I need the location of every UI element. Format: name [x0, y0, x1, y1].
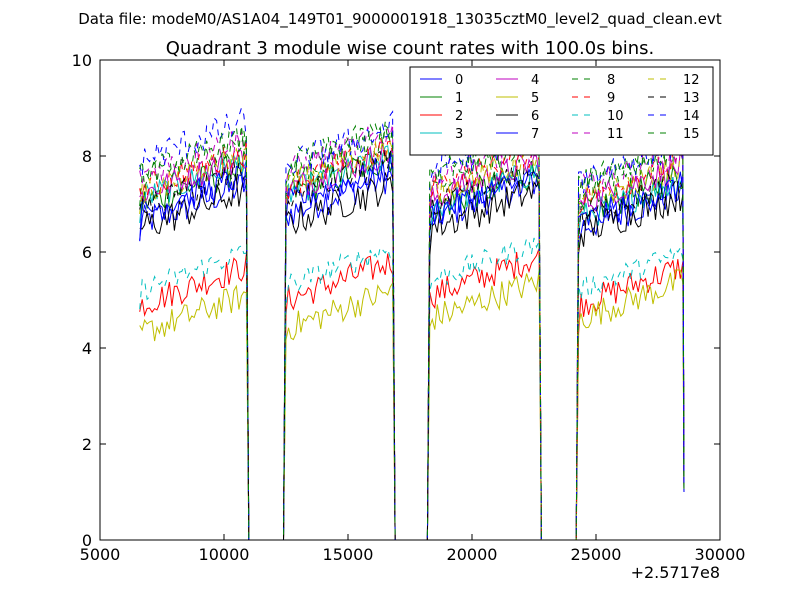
legend-label-8: 8 [607, 73, 615, 88]
series-line-2 [139, 248, 685, 541]
legend-label-3: 3 [455, 127, 463, 142]
legend-label-11: 11 [607, 127, 624, 142]
y-tick-label: 10 [72, 51, 92, 70]
legend-label-5: 5 [531, 91, 539, 106]
series-line-11 [139, 123, 685, 541]
x-tick-label: 10000 [199, 545, 250, 564]
y-tick-label: 8 [82, 147, 92, 166]
y-tick-label: 4 [82, 339, 92, 358]
series-line-8 [139, 124, 685, 541]
legend-label-4: 4 [531, 73, 539, 88]
x-tick-label: 25000 [571, 545, 622, 564]
series-line-6 [139, 172, 685, 541]
legend-label-1: 1 [455, 91, 463, 106]
series-line-15 [139, 121, 685, 541]
legend-label-12: 12 [683, 73, 700, 88]
chart-suptitle: Data file: modeM0/AS1A04_149T01_90000019… [78, 10, 722, 29]
series-line-1 [139, 151, 685, 541]
legend-label-10: 10 [607, 109, 624, 124]
x-tick-label: 20000 [447, 545, 498, 564]
legend-label-6: 6 [531, 109, 539, 124]
series-line-14 [139, 106, 685, 541]
chart-title: Quadrant 3 module wise count rates with … [166, 38, 655, 59]
series-line-12 [139, 140, 685, 541]
legend-label-7: 7 [531, 127, 539, 142]
y-tick-label: 6 [82, 243, 92, 262]
x-tick-label: 5000 [80, 545, 121, 564]
legend-label-0: 0 [455, 73, 463, 88]
plot-frame [99, 59, 721, 541]
legend-box [409, 66, 714, 156]
legend-label-2: 2 [455, 109, 463, 124]
legend-label-14: 14 [683, 109, 700, 124]
legend-label-9: 9 [607, 91, 615, 106]
legend-label-15: 15 [683, 127, 700, 142]
series-layer [139, 106, 685, 541]
series-line-5 [139, 269, 685, 541]
x-tick-label: 30000 [695, 545, 746, 564]
y-tick-label: 0 [82, 531, 92, 550]
legend-label-13: 13 [683, 91, 700, 106]
axes-layer [99, 59, 721, 541]
x-axis-offset-text: +2.5717e8 [631, 563, 720, 582]
series-line-10 [139, 237, 685, 541]
y-tick-label: 2 [82, 435, 92, 454]
x-tick-label: 15000 [323, 545, 374, 564]
series-line-4 [139, 143, 685, 541]
